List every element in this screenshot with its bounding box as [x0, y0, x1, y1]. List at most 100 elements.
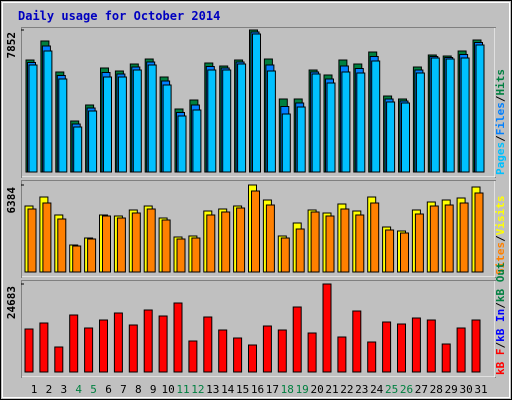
x-tick-label: 16	[251, 383, 264, 396]
bar	[322, 283, 332, 373]
bar	[401, 102, 410, 173]
x-tick-label: 10	[161, 383, 174, 396]
x-tick-label: 25	[385, 383, 398, 396]
bar	[88, 110, 98, 173]
x-tick-label: 7	[120, 383, 127, 396]
x-tick-label: 27	[415, 383, 428, 396]
legend-entry: Pages	[494, 142, 507, 175]
bar	[326, 82, 336, 173]
bar	[248, 344, 257, 373]
bar	[385, 229, 395, 273]
bar	[429, 205, 439, 273]
x-tick-label: 30	[459, 383, 472, 396]
x-tick-label: 24	[370, 383, 384, 396]
bar	[325, 215, 335, 273]
x-tick-label: 5	[90, 383, 97, 396]
bar	[146, 208, 156, 273]
x-tick-label: 20	[310, 383, 323, 396]
bar	[233, 337, 243, 373]
bar	[355, 214, 365, 273]
x-tick-label: 21	[325, 383, 338, 396]
bar	[116, 217, 126, 273]
bar	[27, 208, 37, 273]
bar	[337, 336, 347, 373]
bar	[24, 328, 34, 373]
bar	[221, 211, 231, 273]
bar	[281, 113, 291, 173]
bar	[414, 213, 424, 273]
bar	[132, 69, 142, 173]
bar	[277, 329, 287, 373]
bar	[69, 314, 79, 373]
x-tick-label: 22	[340, 383, 353, 396]
bar	[177, 115, 187, 173]
bar	[352, 310, 362, 373]
bar	[143, 309, 153, 373]
bar	[131, 212, 141, 273]
legend: kB F/kB In/kB Out	[494, 262, 507, 375]
bar	[266, 70, 276, 173]
x-tick-label: 1	[31, 383, 38, 396]
bar	[262, 325, 272, 373]
bar	[295, 228, 305, 273]
bar	[411, 317, 421, 373]
bar	[206, 214, 216, 273]
legend-separator: /	[494, 342, 507, 349]
x-tick-label: 18	[281, 383, 294, 396]
x-tick-label: 4	[75, 383, 82, 396]
bar	[173, 302, 183, 373]
x-tick-label: 17	[266, 383, 279, 396]
x-tick-label: 31	[474, 383, 487, 396]
bar	[415, 72, 425, 173]
bar	[456, 327, 466, 373]
y-tick-label: 24683	[5, 286, 18, 319]
bar	[128, 324, 138, 373]
x-tick-label: 29	[445, 383, 458, 396]
legend-entry: kB In	[494, 309, 507, 342]
legend-entry: Sites	[494, 242, 507, 275]
bar	[192, 109, 202, 173]
bar	[474, 192, 484, 273]
bar	[54, 346, 64, 373]
bar	[147, 64, 157, 173]
bar	[87, 238, 97, 273]
legend-entry: Files	[494, 102, 507, 135]
bar	[237, 63, 247, 173]
bar	[292, 306, 302, 373]
bar	[444, 204, 454, 273]
bar	[207, 69, 217, 173]
bar	[397, 323, 406, 373]
bar	[191, 237, 201, 273]
bar	[103, 76, 112, 173]
bar	[400, 232, 409, 273]
bar	[296, 106, 306, 173]
bar	[460, 57, 470, 173]
x-tick-label: 12	[191, 383, 204, 396]
bar	[426, 319, 436, 373]
bar	[307, 332, 317, 373]
bar	[386, 101, 396, 173]
bar	[251, 190, 260, 273]
bar	[371, 60, 381, 173]
x-tick-label: 2	[46, 383, 53, 396]
x-tick-label: 6	[105, 383, 112, 396]
bar	[102, 215, 111, 273]
bar	[310, 211, 320, 273]
x-tick-label: 11	[176, 383, 189, 396]
x-tick-label: 8	[135, 383, 142, 396]
bar	[430, 57, 440, 173]
bar	[471, 319, 481, 373]
legend-separator: /	[494, 235, 507, 242]
legend-separator: /	[494, 95, 507, 102]
legend-separator: /	[494, 135, 507, 142]
legend-entry: Hits	[494, 69, 507, 96]
legend-entry: kB F	[494, 349, 507, 376]
legend: Sites/Visits	[494, 196, 507, 276]
bar	[188, 340, 198, 373]
bar	[341, 71, 351, 173]
bar	[218, 329, 228, 373]
bar	[58, 78, 68, 173]
bar	[57, 218, 67, 273]
